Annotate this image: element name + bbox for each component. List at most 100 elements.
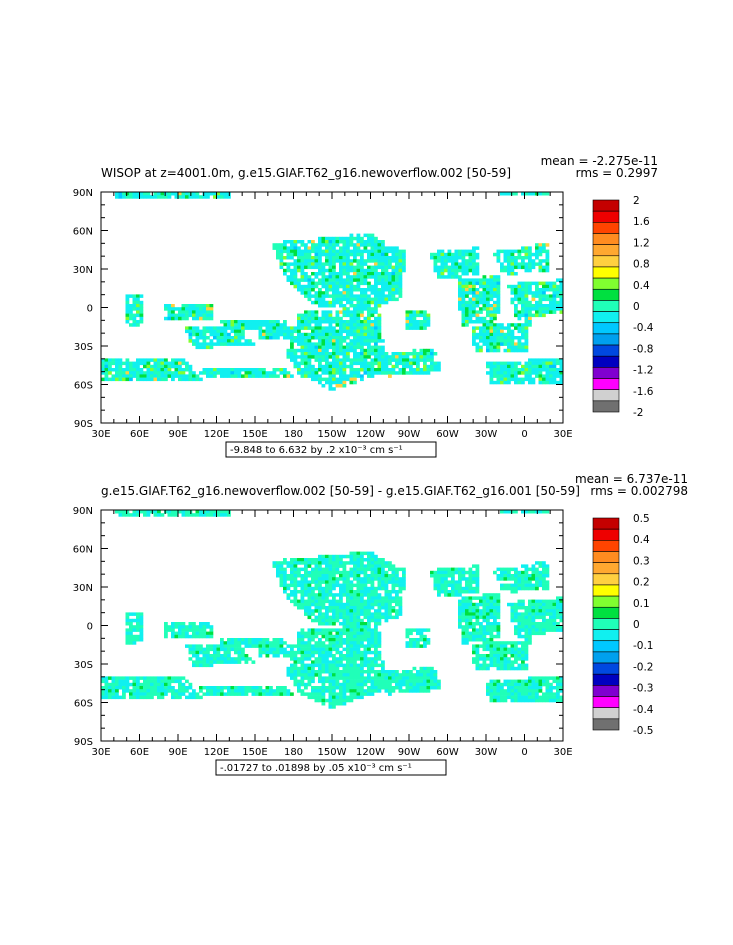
field-cell <box>339 380 343 385</box>
field-cell <box>384 358 389 362</box>
field-cell <box>304 358 308 362</box>
field-cell <box>143 510 147 514</box>
field-cell <box>493 618 497 623</box>
field-cell <box>122 510 126 514</box>
field-cell <box>549 364 553 369</box>
field-cell <box>325 606 329 610</box>
field-cell <box>108 368 112 372</box>
field-cell <box>339 657 343 661</box>
field-cell <box>510 586 515 591</box>
field-cell <box>517 615 522 620</box>
field-cell <box>486 304 490 308</box>
field-cell <box>360 580 364 584</box>
field-cell <box>290 252 294 257</box>
field-cell <box>311 278 315 282</box>
field-cell <box>496 307 501 311</box>
field-cell <box>374 577 378 581</box>
field-cell <box>328 384 333 388</box>
field-cell <box>304 574 308 578</box>
field-cell <box>314 291 319 295</box>
field-cell <box>178 371 182 375</box>
field-cell <box>412 368 417 372</box>
field-cell <box>335 631 340 636</box>
field-cell <box>538 570 543 575</box>
field-cell <box>395 352 399 356</box>
field-cell <box>370 320 375 324</box>
field-cell <box>496 660 501 664</box>
field-cell <box>381 666 385 671</box>
field-cell <box>507 342 511 346</box>
field-cell <box>360 281 364 286</box>
field-cell <box>510 368 515 372</box>
field-cell <box>370 291 375 295</box>
field-cell <box>181 682 186 687</box>
field-cell <box>150 679 154 684</box>
field-cell <box>486 644 490 648</box>
field-cell <box>405 320 410 324</box>
field-cell <box>384 580 389 584</box>
field-cell <box>244 374 249 378</box>
field-cell <box>335 612 340 616</box>
field-cell <box>510 660 515 664</box>
field-cell <box>514 609 518 613</box>
field-cell <box>384 574 389 578</box>
field-cell <box>335 339 340 343</box>
field-cell <box>342 586 347 591</box>
field-cell <box>395 676 399 680</box>
field-cell <box>304 332 308 337</box>
field-cell <box>391 364 396 369</box>
field-cell <box>542 374 546 378</box>
field-cell <box>125 615 130 620</box>
field-cell <box>521 348 525 353</box>
field-cell <box>300 240 305 244</box>
field-cell <box>559 368 564 372</box>
field-cell <box>510 663 515 668</box>
field-cell <box>300 586 305 591</box>
field-cell <box>531 358 536 362</box>
field-cell <box>367 631 371 636</box>
field-cell <box>377 606 382 610</box>
field-cell <box>265 332 270 337</box>
field-cell <box>433 679 438 684</box>
field-cell <box>192 310 196 314</box>
field-cell <box>503 336 508 340</box>
field-cell <box>556 307 560 311</box>
field-cell <box>377 561 382 565</box>
field-cell <box>300 606 305 610</box>
field-cell <box>447 249 452 254</box>
field-cell <box>153 364 158 369</box>
field-cell <box>535 300 539 305</box>
field-cell <box>363 612 368 616</box>
field-cell <box>125 195 130 199</box>
field-cell <box>521 615 525 620</box>
field-cell <box>482 663 487 668</box>
field-cell <box>535 358 539 362</box>
field-cell <box>325 284 329 289</box>
field-cell <box>472 622 476 626</box>
field-cell <box>496 348 501 353</box>
field-cell <box>465 609 469 613</box>
field-cell <box>293 570 298 575</box>
field-cell <box>475 596 480 600</box>
field-cell <box>542 358 546 362</box>
field-cell <box>349 574 354 578</box>
field-cell <box>402 586 406 591</box>
field-cell <box>482 602 487 607</box>
field-cell <box>174 634 179 639</box>
field-cell <box>304 644 308 648</box>
field-cell <box>458 602 462 607</box>
field-cell <box>328 374 333 378</box>
field-cell <box>507 252 511 257</box>
field-cell <box>223 644 228 648</box>
field-cell <box>206 622 210 626</box>
field-cell <box>461 641 466 645</box>
field-cell <box>542 609 546 613</box>
field-cell <box>286 666 291 671</box>
field-cell <box>367 644 371 648</box>
field-cell <box>129 307 133 311</box>
field-cell <box>139 371 144 375</box>
field-cell <box>545 310 550 314</box>
field-cell <box>353 259 357 263</box>
field-cell <box>171 310 175 314</box>
field-cell <box>549 371 553 375</box>
